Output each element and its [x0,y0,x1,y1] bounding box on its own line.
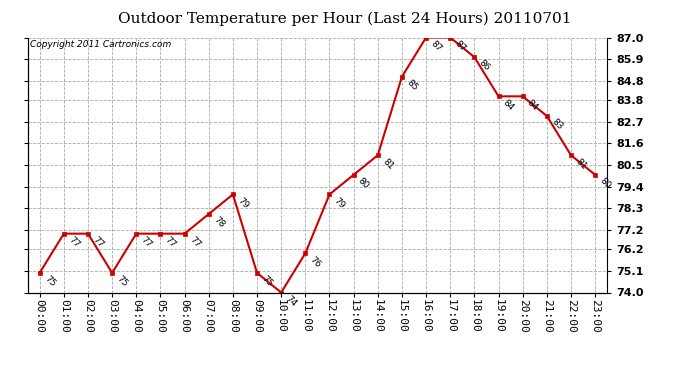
Text: 87: 87 [453,39,468,53]
Text: 86: 86 [477,58,492,73]
Text: 77: 77 [91,235,106,249]
Text: 80: 80 [357,176,371,191]
Text: 75: 75 [43,274,57,289]
Text: 74: 74 [284,294,298,308]
Text: 77: 77 [139,235,154,249]
Text: 77: 77 [164,235,178,249]
Text: 85: 85 [405,78,420,93]
Text: 75: 75 [115,274,130,289]
Text: 79: 79 [333,196,347,210]
Text: 76: 76 [308,255,323,269]
Text: 84: 84 [526,98,540,112]
Text: 81: 81 [574,157,589,171]
Text: 87: 87 [429,39,444,53]
Text: Copyright 2011 Cartronics.com: Copyright 2011 Cartronics.com [30,40,172,49]
Text: 84: 84 [502,98,515,112]
Text: 77: 77 [188,235,202,249]
Text: Outdoor Temperature per Hour (Last 24 Hours) 20110701: Outdoor Temperature per Hour (Last 24 Ho… [118,11,572,26]
Text: 81: 81 [381,157,395,171]
Text: 78: 78 [212,215,226,230]
Text: 80: 80 [598,176,613,191]
Text: 77: 77 [67,235,81,249]
Text: 83: 83 [550,117,564,132]
Text: 75: 75 [260,274,275,289]
Text: 79: 79 [236,196,250,210]
